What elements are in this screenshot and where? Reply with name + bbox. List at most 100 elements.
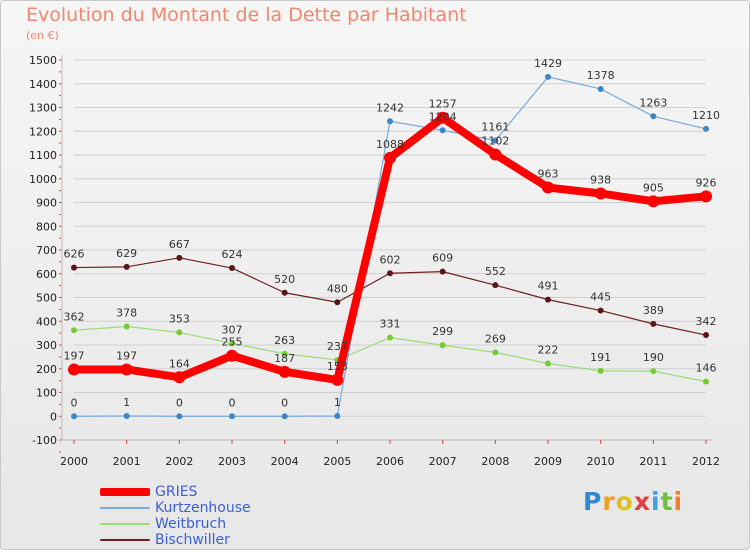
legend-label: Weitbruch	[155, 516, 227, 532]
data-label: 164	[169, 357, 190, 370]
data-point	[176, 413, 183, 420]
legend-item: Weitbruch	[100, 516, 300, 532]
data-point	[176, 254, 183, 261]
data-label: 1161	[481, 121, 509, 134]
data-point	[334, 299, 341, 306]
chart-subtitle: (en €)	[26, 29, 59, 42]
data-label: 1429	[534, 57, 562, 70]
data-label: 222	[538, 344, 559, 357]
data-label: 1210	[692, 109, 720, 122]
x-tick-label: 2006	[376, 455, 404, 468]
data-label: 0	[229, 396, 236, 409]
logo-letter: t	[660, 487, 674, 516]
y-tick-label: 1400	[29, 78, 57, 91]
data-label: 331	[380, 318, 401, 331]
data-label: 480	[327, 282, 348, 295]
data-label: 362	[64, 310, 85, 323]
y-tick-label: 1500	[29, 54, 57, 67]
data-point	[123, 263, 130, 270]
y-tick-label: 600	[36, 268, 57, 281]
y-tick-label: 900	[36, 197, 57, 210]
y-tick-label: 200	[36, 363, 57, 376]
data-point	[281, 350, 288, 357]
x-tick-label: 2008	[481, 455, 509, 468]
data-point	[176, 329, 183, 336]
legend: GRIES Kurtzenhouse Weitbruch Bischwiller	[100, 484, 300, 548]
data-label: 445	[590, 291, 611, 304]
data-label: 926	[696, 176, 717, 189]
logo-letter: P	[583, 487, 603, 516]
data-labels: 626 629 667 624 520 480 602 609 552 491 445 389 342 3…	[64, 57, 721, 409]
data-point	[703, 332, 709, 339]
data-point	[281, 289, 288, 296]
logo-letter: i	[651, 487, 661, 516]
proxiti-logo: Proxiti	[583, 487, 683, 516]
y-tick-label: 1100	[29, 149, 57, 162]
y-tick-label: 500	[36, 292, 57, 305]
data-point	[597, 85, 604, 92]
data-label: 389	[643, 304, 664, 317]
chart-title: Evolution du Montant de la Dette par Hab…	[26, 4, 467, 26]
y-tick-labels: -100 0 100 200 300 400 500 600 700 800 900 1000 1100…	[29, 54, 57, 447]
data-label: 187	[274, 352, 295, 365]
data-label: 269	[485, 332, 506, 345]
logo-letter: i	[673, 487, 684, 516]
data-label: 1102	[481, 135, 509, 148]
data-label: 237	[327, 340, 348, 353]
x-tick-label: 2004	[271, 455, 299, 468]
data-point	[173, 371, 186, 384]
data-label: 602	[380, 253, 401, 266]
data-label: 353	[169, 312, 190, 325]
x-tick-labels: 2000 2001 2002 2003 2004 2005 2006 2007 2008 2009…	[60, 455, 720, 468]
data-point	[123, 323, 130, 330]
data-label: 938	[590, 173, 611, 186]
y-tick-label: 100	[36, 387, 57, 400]
y-tick-label: 1300	[29, 102, 57, 115]
y-tick-label: 300	[36, 339, 57, 352]
logo-letter: o	[615, 487, 634, 516]
x-tick-label: 2005	[323, 455, 351, 468]
data-label: 609	[432, 252, 453, 265]
legend-label: Kurtzenhouse	[155, 500, 251, 516]
data-label: 963	[538, 168, 559, 181]
grid-lines	[74, 59, 706, 441]
data-label: 0	[71, 396, 78, 409]
data-point	[281, 413, 288, 420]
x-tick-label: 2011	[639, 455, 667, 468]
data-point	[439, 342, 446, 349]
data-point	[542, 181, 554, 194]
x-tick-label: 2007	[429, 455, 457, 468]
data-point	[226, 349, 238, 362]
data-label: 263	[274, 334, 295, 347]
data-label: 191	[590, 351, 611, 364]
data-label: 667	[169, 238, 190, 251]
data-label: 255	[222, 336, 243, 349]
data-point	[123, 413, 130, 420]
legend-swatch	[100, 539, 150, 541]
legend-item: Kurtzenhouse	[100, 500, 300, 516]
data-label: 905	[643, 181, 664, 194]
data-point	[597, 307, 604, 314]
y-tick-label: -100	[32, 434, 57, 447]
data-point	[492, 282, 499, 289]
series-lines	[68, 73, 712, 420]
data-point	[703, 125, 709, 132]
data-label: 1	[334, 396, 341, 409]
data-point	[278, 365, 291, 378]
data-label: 629	[116, 247, 137, 260]
data-label: 197	[116, 349, 137, 362]
data-point	[703, 378, 709, 385]
logo-letter: x	[633, 487, 651, 516]
data-label: 299	[432, 325, 453, 338]
data-label: 342	[696, 315, 717, 328]
data-label: 378	[116, 306, 137, 319]
data-point	[439, 268, 446, 275]
data-label: 153	[327, 360, 348, 373]
data-label: 624	[222, 248, 243, 261]
legend-label: Bischwiller	[155, 532, 230, 548]
data-point	[384, 151, 396, 164]
data-label: 1242	[376, 101, 404, 114]
legend-swatch	[100, 507, 150, 509]
